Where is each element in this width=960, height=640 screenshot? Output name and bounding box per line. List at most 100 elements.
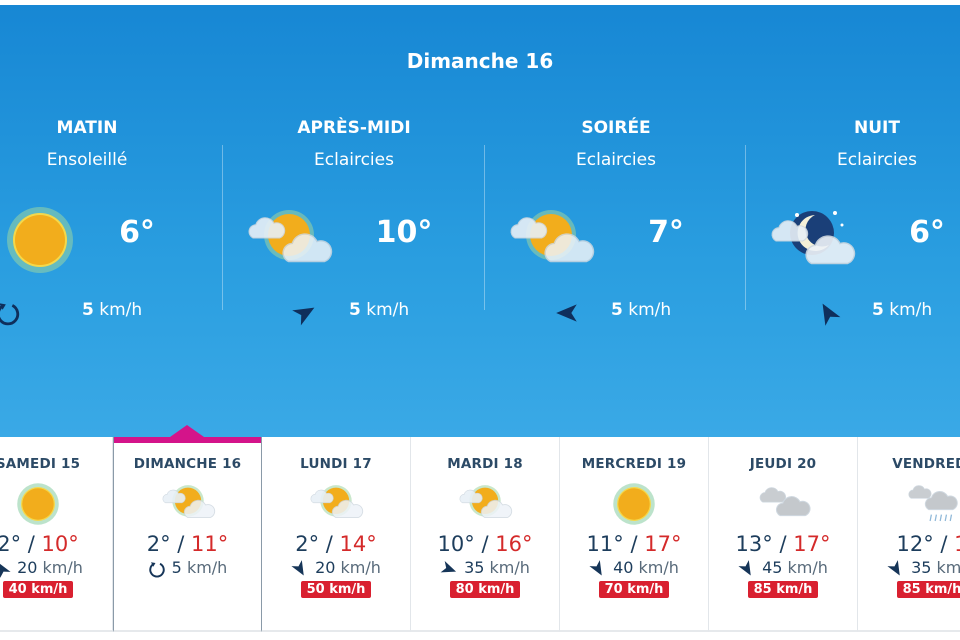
period-name: NUIT <box>854 118 900 138</box>
wind-speed: 45 <box>762 558 783 577</box>
gust-badge: 50 km/h <box>300 580 372 598</box>
wind-arrow-icon <box>291 558 315 577</box>
day-name: DIMANCHE 16 <box>133 456 242 472</box>
gust-badge: 70 km/h <box>598 580 670 598</box>
wind-speed: 5 <box>611 300 623 320</box>
min-temp: 2° <box>146 532 171 556</box>
min-temp: 2° <box>0 532 22 556</box>
wind-unit: km/h <box>489 558 530 577</box>
divider <box>222 145 223 310</box>
day-name: VENDREDI <box>892 456 960 472</box>
max-temp: 14° <box>339 532 377 556</box>
variable-wind-icon <box>148 558 172 577</box>
sun-cloud-icon <box>455 482 515 526</box>
min-temp: 13° <box>735 532 773 556</box>
wind-speed: 35 <box>464 558 485 577</box>
wind-unit: km/h <box>628 300 672 320</box>
wind-arrow-icon <box>738 558 762 577</box>
wind-unit: km/h <box>340 558 381 577</box>
wind-unit: km/h <box>889 300 933 320</box>
day-name: MARDI 18 <box>447 456 523 472</box>
period-3: SOIRÉE Eclaircies 7° 5 km/h <box>486 115 746 335</box>
day-card[interactable]: LUNDI 17 2° / 14° 20 km/h 50 km/h <box>262 437 411 632</box>
sun-cloud-icon <box>158 482 218 526</box>
wind-unit: km/h <box>186 558 228 577</box>
selected-day-pointer <box>170 425 204 437</box>
wind-arrow-icon <box>815 300 841 326</box>
sun-icon <box>0 205 85 275</box>
variable-wind-icon <box>0 300 20 326</box>
period-temperature: 10° <box>375 215 433 250</box>
period-name: SOIRÉE <box>581 118 651 138</box>
max-temp: 16° <box>495 532 533 556</box>
cloud-icon <box>753 482 813 526</box>
sun-cloud-icon <box>506 205 596 275</box>
min-temp: 12° <box>896 532 934 556</box>
gust-badge: 85 km/h <box>896 580 960 598</box>
max-temp: 1 <box>954 532 960 556</box>
day-card[interactable]: VENDREDI 12° / 1 35 km/h 85 km/h <box>858 437 960 632</box>
gust-badge: 40 km/h <box>2 580 74 598</box>
max-temp: 17° <box>793 532 831 556</box>
wind-speed: 5 <box>872 300 884 320</box>
wind-unit: km/h <box>42 558 83 577</box>
sun-icon <box>8 482 68 526</box>
day-card[interactable]: SAMEDI 15 2° / 10° 20 km/h 40 km/h <box>0 437 113 632</box>
wind-unit: km/h <box>99 300 143 320</box>
period-name: MATIN <box>56 118 118 138</box>
day-name: JEUDI 20 <box>749 456 817 472</box>
min-temp: 10° <box>437 532 475 556</box>
wind-speed: 20 <box>17 558 38 577</box>
period-temperature: 6° <box>909 215 945 250</box>
wind-arrow-icon <box>440 558 464 577</box>
day-card[interactable]: MERCREDI 19 11° / 17° 40 km/h 70 km/h <box>560 437 709 632</box>
sun-cloud-icon <box>244 205 334 275</box>
gust-badge: 85 km/h <box>747 580 819 598</box>
wind-arrow-icon <box>0 558 17 578</box>
wind-speed: 5 <box>82 300 94 320</box>
period-description: Ensoleillé <box>46 150 128 170</box>
divider <box>745 145 746 310</box>
wind-speed: 5 <box>171 558 182 577</box>
day-card[interactable]: MARDI 18 10° / 16° 35 km/h 80 km/h <box>411 437 560 632</box>
min-temp: 11° <box>586 532 624 556</box>
day-name: SAMEDI 15 <box>0 456 81 472</box>
day-name: MERCREDI 19 <box>581 456 687 472</box>
wind-speed: 40 <box>613 558 634 577</box>
selected-day-title: Dimanche 16 <box>406 49 554 73</box>
day-detail-panel: Dimanche 16 MATIN Ensoleillé 6° 5 km/h A… <box>0 5 960 437</box>
wind-unit: km/h <box>936 558 960 577</box>
moon-cloud-icon <box>767 205 857 275</box>
min-temp: 2° <box>295 532 320 556</box>
max-temp: 10° <box>41 532 79 556</box>
daily-forecast-strip: SAMEDI 15 2° / 10° 20 km/h 40 km/hDIMANC… <box>0 425 960 640</box>
day-card[interactable]: JEUDI 20 13° / 17° 45 km/h 85 km/h <box>709 437 858 632</box>
wind-arrow-icon <box>292 300 316 326</box>
wind-speed: 5 <box>349 300 361 320</box>
period-name: APRÈS-MIDI <box>297 118 411 138</box>
wind-arrow-icon <box>589 558 613 577</box>
wind-speed: 20 <box>315 558 336 577</box>
period-description: Eclaircies <box>576 150 656 170</box>
wind-unit: km/h <box>638 558 679 577</box>
period-temperature: 6° <box>119 215 155 250</box>
gust-badge: 80 km/h <box>449 580 521 598</box>
wind-unit: km/h <box>366 300 410 320</box>
period-temperature: 7° <box>648 215 684 250</box>
day-card[interactable]: DIMANCHE 16 2° / 11° 5 km/h <box>113 437 262 632</box>
period-1: MATIN Ensoleillé 6° 5 km/h <box>0 115 217 335</box>
day-name: LUNDI 17 <box>300 456 372 472</box>
wind-speed: 35 <box>911 558 932 577</box>
divider <box>484 145 485 310</box>
wind-unit: km/h <box>787 558 828 577</box>
period-description: Eclaircies <box>314 150 394 170</box>
sun-cloud-icon <box>306 482 366 526</box>
period-description: Eclaircies <box>837 150 917 170</box>
period-2: APRÈS-MIDI Eclaircies 10° 5 km/h <box>224 115 484 335</box>
wind-arrow-icon <box>554 300 578 324</box>
max-temp: 11° <box>191 532 229 556</box>
max-temp: 17° <box>644 532 682 556</box>
rain-icon <box>902 482 960 526</box>
wind-arrow-icon <box>887 558 911 577</box>
period-4: NUIT Eclaircies 6° 5 km/h <box>747 115 960 335</box>
